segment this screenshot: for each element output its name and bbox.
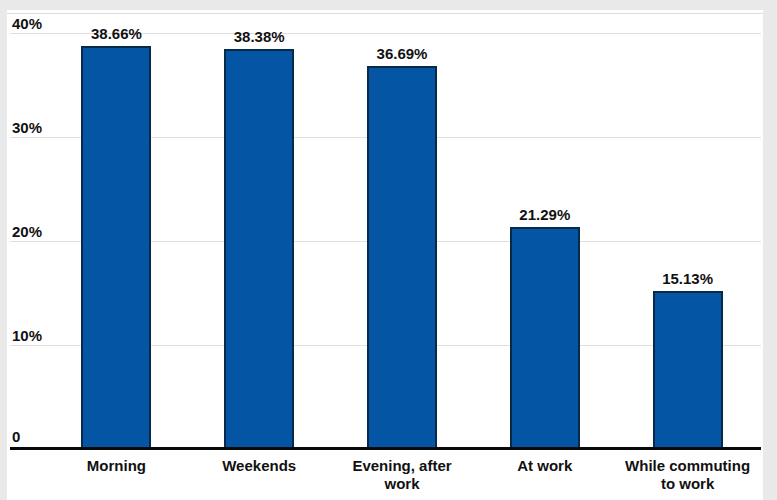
bar	[653, 291, 723, 447]
bar-value-label: 15.13%	[662, 270, 713, 287]
bar-slot: 38.66%	[45, 10, 188, 447]
bar	[224, 49, 294, 447]
x-category-label: Morning	[45, 457, 188, 493]
x-axis-line	[10, 447, 761, 450]
y-tick-label: 30%	[12, 120, 42, 136]
bar-value-label: 36.69%	[377, 45, 428, 62]
bar-value-label: 21.29%	[519, 206, 570, 223]
chart-card: 0 10% 20% 30% 40% 38.66% 38.38% 36.69% 21.29% 15…	[7, 10, 763, 500]
y-tick-label: 10%	[12, 328, 42, 344]
bar-slot: 21.29%	[473, 10, 616, 447]
bar-series: 38.66% 38.38% 36.69% 21.29% 15.13%	[45, 10, 759, 447]
x-axis-category-labels: MorningWeekendsEvening, after workAt wor…	[45, 457, 759, 493]
bar-value-label: 38.38%	[234, 28, 285, 45]
bar	[510, 227, 580, 447]
y-tick-label: 40%	[12, 16, 42, 32]
bar-value-label: 38.66%	[91, 25, 142, 42]
bar-slot: 36.69%	[331, 10, 474, 447]
x-category-label: Evening, after work	[331, 457, 474, 493]
bar-slot: 15.13%	[616, 10, 759, 447]
bar	[81, 46, 151, 447]
bar	[367, 66, 437, 447]
y-tick-label: 0	[12, 429, 20, 445]
x-category-label: Weekends	[188, 457, 331, 493]
y-tick-label: 20%	[12, 224, 42, 240]
x-category-label: While commuting to work	[616, 457, 759, 493]
x-category-label: At work	[473, 457, 616, 493]
bar-slot: 38.38%	[188, 10, 331, 447]
